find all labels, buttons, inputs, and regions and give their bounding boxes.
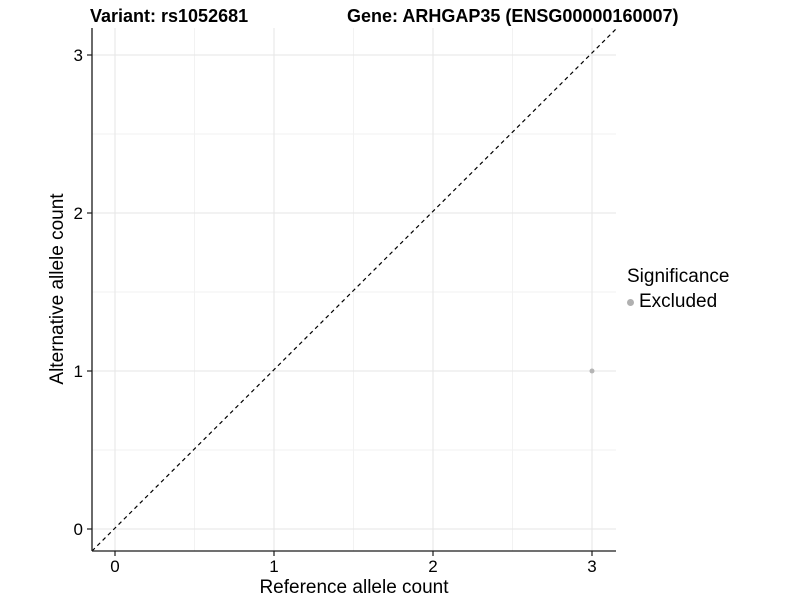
x-tick-label: 1 (269, 557, 278, 576)
data-point (589, 368, 595, 374)
plot-title-variant: Variant: rs1052681 (90, 6, 249, 26)
x-tick-label: 0 (110, 557, 119, 576)
y-tick-label: 2 (74, 204, 83, 223)
legend-item-label: Excluded (639, 291, 718, 312)
y-tick-label: 0 (74, 520, 83, 539)
plot-title-gene: Gene: ARHGAP35 (ENSG00000160007) (347, 6, 679, 26)
x-tick-label: 3 (587, 557, 596, 576)
x-tick-label: 2 (428, 557, 437, 576)
y-tick-label: 3 (74, 46, 83, 65)
x-axis-title: Reference allele count (259, 577, 449, 598)
identity-line (91, 28, 617, 552)
y-tick-label: 1 (74, 362, 83, 381)
legend-item-excluded: Excluded (627, 291, 729, 313)
legend-title: Significance (627, 266, 730, 287)
y-axis-title: Alternative allele count (47, 193, 68, 385)
legend: Significance Excluded (627, 266, 729, 313)
legend-point-icon (627, 298, 634, 306)
